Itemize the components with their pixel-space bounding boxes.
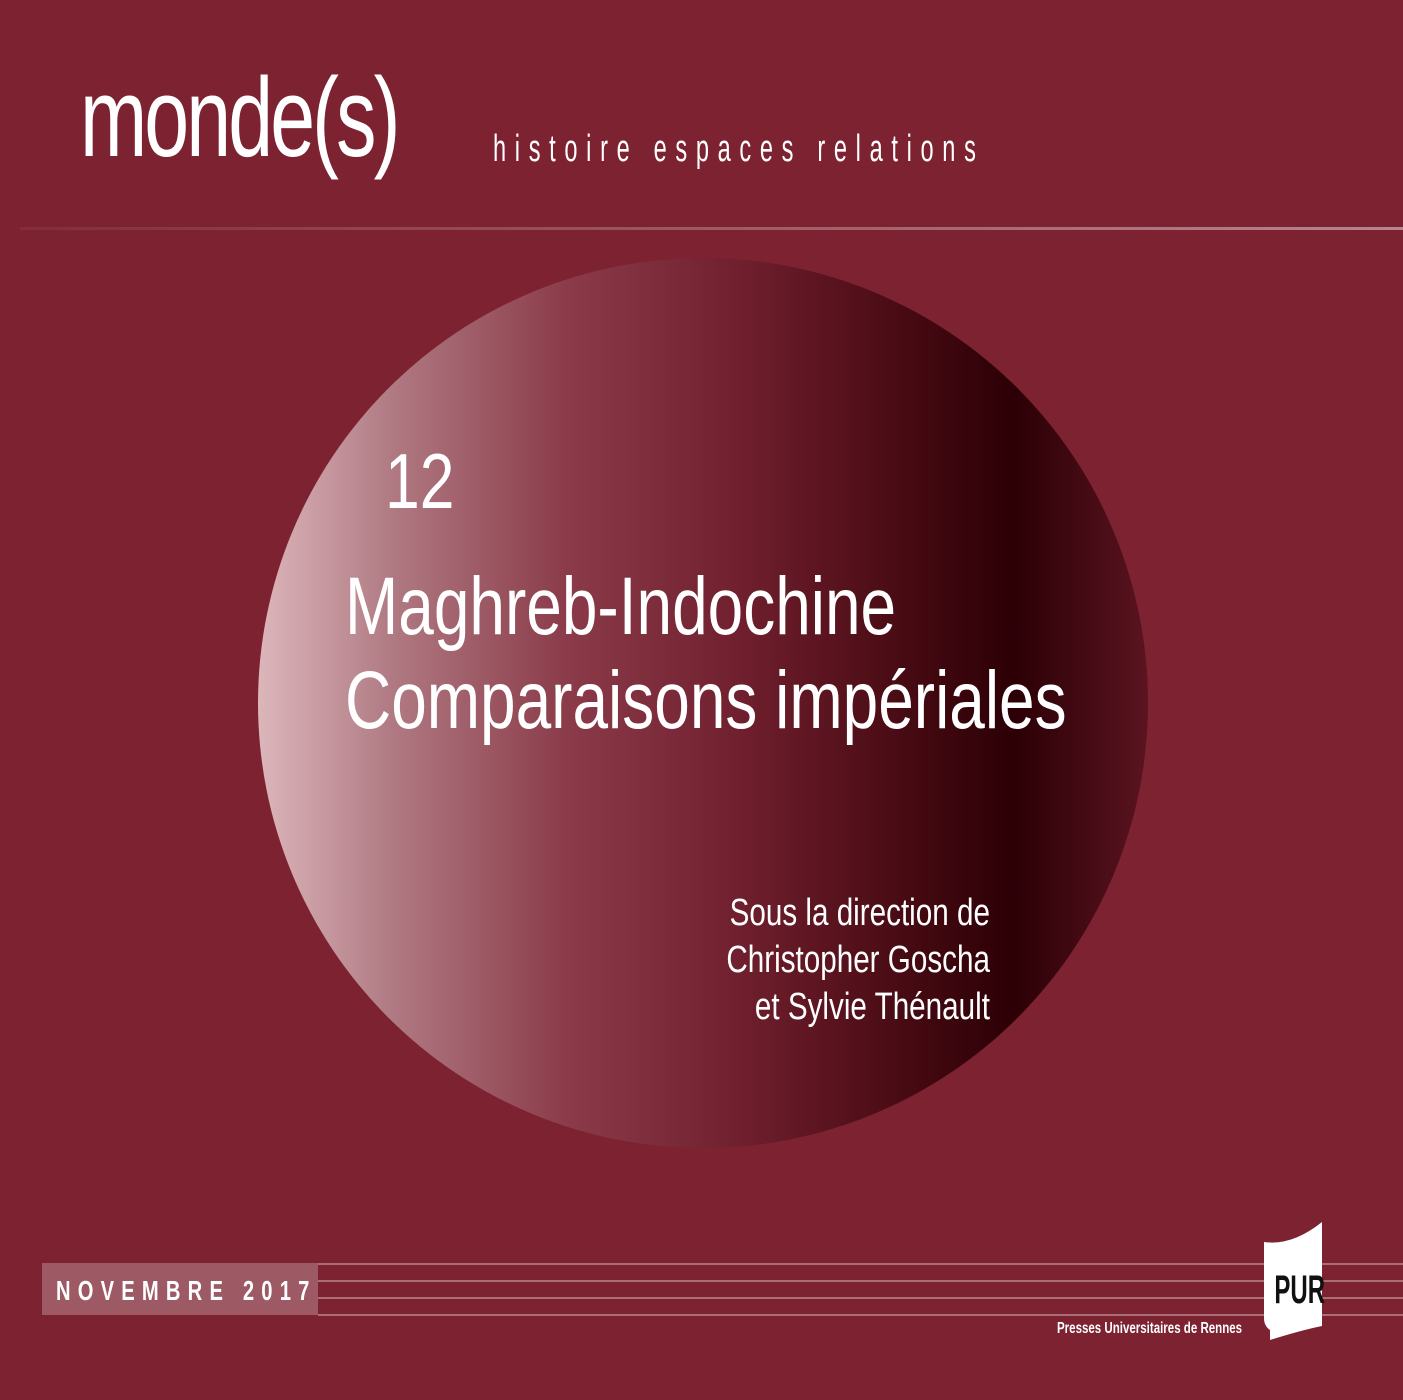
publisher-name: Presses Universitaires de Rennes: [1057, 1320, 1243, 1337]
title-line-1: Maghreb-Indochine: [345, 561, 897, 652]
gradient-circle: [258, 258, 1148, 1148]
decorative-line: [318, 1297, 1403, 1299]
date-box: NOVEMBRE 2017: [42, 1263, 318, 1315]
decorative-line: [318, 1280, 1403, 1282]
book-title: Maghreb-Indochine Comparaisons impériale…: [345, 560, 1067, 748]
editors-line-2: Christopher Goscha: [726, 939, 990, 981]
publication-date: NOVEMBRE 2017: [56, 1275, 317, 1306]
editors: Sous la direction de Christopher Goscha …: [726, 890, 990, 1031]
publisher-logo-text: PUR: [1274, 1268, 1326, 1312]
title-line-2: Comparaisons impériales: [345, 655, 1067, 746]
series-tagline: histoire espaces relations: [493, 128, 985, 170]
decorative-line: [318, 1263, 1403, 1265]
decorative-line: [318, 1314, 1403, 1316]
series-title: monde(s): [80, 55, 400, 180]
pur-logo-icon: [1264, 1222, 1322, 1340]
editors-line-3: et Sylvie Thénault: [754, 986, 990, 1028]
divider-line: [20, 227, 1403, 230]
editors-line-1: Sous la direction de: [729, 892, 990, 934]
issue-number: 12: [385, 437, 455, 525]
